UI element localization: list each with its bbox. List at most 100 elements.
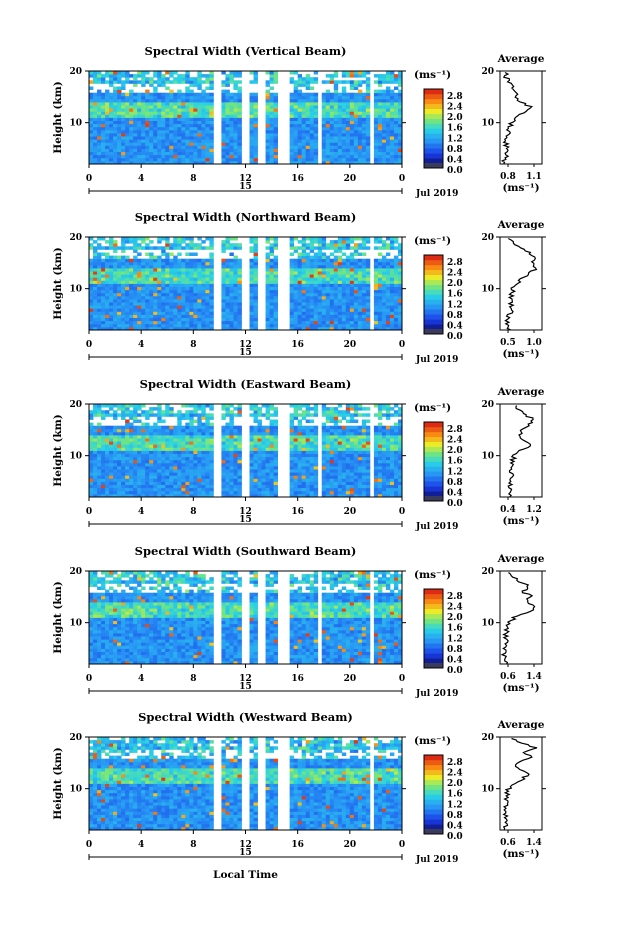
- heatmap-cell: [293, 142, 299, 146]
- heatmap-cell: [381, 243, 387, 247]
- heatmap-cell: [109, 151, 114, 156]
- heatmap-cell: [345, 305, 351, 309]
- heatmap-cell: [93, 249, 98, 253]
- heatmap-cell: [221, 274, 226, 278]
- heatmap-cell: [389, 89, 395, 94]
- heatmap-cell: [125, 92, 130, 97]
- heatmap-cell: [393, 323, 399, 328]
- heatmap-cell: [181, 295, 186, 300]
- heatmap-cell: [93, 413, 98, 417]
- heatmap-cell: [345, 255, 351, 260]
- heatmap-cell: [397, 243, 403, 247]
- heatmap-cell: [157, 305, 162, 309]
- heatmap-cell: [249, 311, 254, 315]
- heatmap-cell: [233, 425, 238, 430]
- heatmap-cell: [117, 431, 122, 436]
- average-unit: (ms⁻¹): [502, 348, 539, 360]
- heatmap-cell: [293, 323, 299, 328]
- heatmap-cell: [129, 490, 134, 495]
- heatmap-cell: [201, 289, 206, 294]
- heatmap-cell: [357, 264, 363, 269]
- heatmap-cell: [389, 311, 395, 315]
- heatmap-cell: [141, 120, 146, 125]
- heatmap-cell: [109, 105, 114, 109]
- heatmap-cell: [305, 237, 311, 241]
- heatmap-cell: [141, 240, 146, 244]
- heatmap-cell: [173, 487, 178, 492]
- heatmap-cell: [321, 126, 327, 131]
- heatmap-cell: [97, 493, 102, 498]
- heatmap-cell: [149, 126, 154, 131]
- heatmap-cell: [105, 145, 110, 149]
- heatmap-cell: [321, 314, 327, 318]
- heatmap-cell: [273, 111, 278, 115]
- heatmap-cell: [233, 243, 238, 247]
- heatmap-cell: [345, 243, 351, 247]
- heatmap-cell: [117, 456, 122, 461]
- heatmap-cell: [177, 108, 182, 112]
- heatmap-cell: [333, 92, 339, 97]
- y-tick-label: 20: [69, 233, 82, 243]
- heatmap-cell: [141, 422, 146, 427]
- heatmap-cell: [181, 478, 186, 482]
- heatmap-cell: [133, 83, 138, 87]
- heatmap-cell: [341, 289, 347, 294]
- heatmap-cell: [173, 268, 178, 272]
- heatmap-cell: [325, 264, 331, 269]
- heatmap-cell: [201, 292, 206, 297]
- heatmap-cell: [229, 314, 234, 318]
- heatmap-cell: [117, 246, 122, 250]
- heatmap-cell: [153, 264, 158, 269]
- heatmap-cell: [221, 407, 226, 411]
- heatmap-cell: [145, 71, 150, 75]
- heatmap-cell: [157, 261, 162, 266]
- heatmap-cell: [337, 139, 343, 143]
- heatmap-cell: [361, 283, 367, 287]
- heatmap-cell: [393, 154, 399, 159]
- heatmap-cell: [233, 237, 238, 241]
- heatmap-cell: [397, 283, 403, 287]
- heatmap-cell: [209, 425, 214, 430]
- heatmap-cell: [225, 320, 230, 325]
- heatmap-cell: [233, 86, 238, 90]
- heatmap-cell: [161, 154, 166, 159]
- heatmap-cell: [117, 142, 122, 146]
- heatmap-cell: [249, 425, 254, 430]
- heatmap-cell: [233, 475, 238, 479]
- heatmap-cell: [137, 323, 142, 328]
- colorbar-segment: [424, 103, 443, 110]
- heatmap-cell: [209, 139, 214, 143]
- heatmap-cell: [297, 246, 303, 250]
- heatmap-cell: [353, 280, 359, 284]
- heatmap-cell: [197, 422, 202, 427]
- heatmap-cell: [169, 450, 174, 454]
- heatmap-cell: [329, 92, 335, 97]
- heatmap-cell: [333, 160, 339, 165]
- heatmap-cell: [205, 157, 210, 162]
- heatmap-cell: [229, 139, 234, 143]
- heatmap-cell: [269, 450, 274, 454]
- heatmap-cell: [165, 428, 170, 433]
- heatmap-cell: [145, 410, 150, 414]
- heatmap-cell: [301, 280, 307, 284]
- heatmap-cell: [205, 487, 210, 492]
- heatmap-cell: [205, 111, 210, 115]
- heatmap-cell: [297, 89, 303, 94]
- heatmap-cell: [201, 407, 206, 411]
- heatmap-cell: [97, 444, 102, 448]
- heatmap-cell: [377, 323, 383, 328]
- heatmap-cell: [329, 252, 335, 256]
- heatmap-cell: [393, 95, 399, 100]
- heatmap-cell: [397, 277, 403, 281]
- heatmap-cell: [133, 145, 138, 149]
- heatmap-cell: [249, 292, 254, 297]
- heatmap-cell: [89, 493, 94, 498]
- heatmap-cell: [157, 126, 162, 131]
- heatmap-cell: [105, 133, 110, 137]
- heatmap-cell: [325, 280, 331, 284]
- colorbar-segment: [424, 314, 443, 320]
- heatmap-cell: [377, 95, 383, 100]
- heatmap-cell: [129, 261, 134, 266]
- heatmap-cell: [113, 308, 118, 312]
- heatmap-cell: [117, 444, 122, 448]
